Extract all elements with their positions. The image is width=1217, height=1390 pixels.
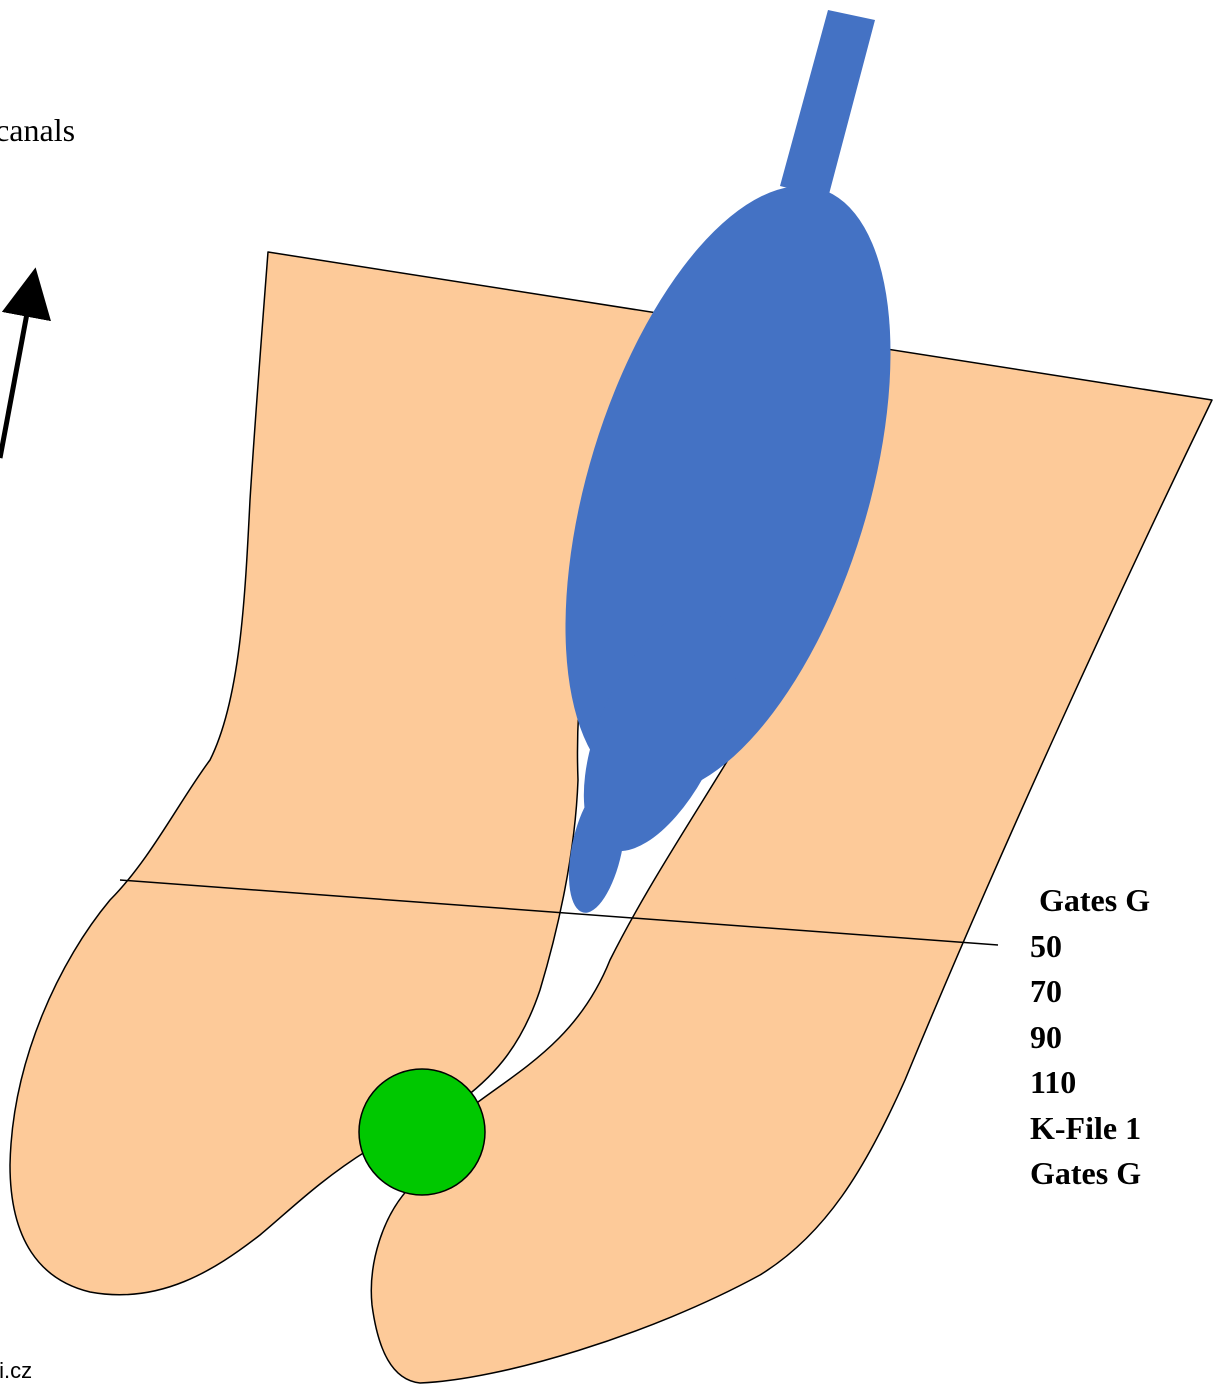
instrument-tip-upper [583,608,737,852]
marker-circle [358,1068,486,1196]
instrument-shank [780,10,875,198]
direction-arrow [0,267,51,459]
step-110: 110 [1030,1064,1077,1100]
gates-glidden-instrument [565,10,891,913]
step-gates-header: Gates G [1039,882,1151,918]
step-gates-final: Gates G [1030,1155,1142,1191]
step-50: 50 [1030,927,1062,964]
instrument-sequence: Gates G 50 70 90 110 K-File 1 Gates G [1030,878,1150,1197]
step-k-file: K-File 1 [1030,1109,1142,1146]
reference-line [119,879,999,946]
step-90: 90 [1030,1018,1062,1055]
step-70: 70 [1030,973,1062,1009]
instrument-tip-lower [568,783,626,913]
caption: ple canals [0,112,76,148]
footer-source: ali.cz [0,1358,33,1383]
